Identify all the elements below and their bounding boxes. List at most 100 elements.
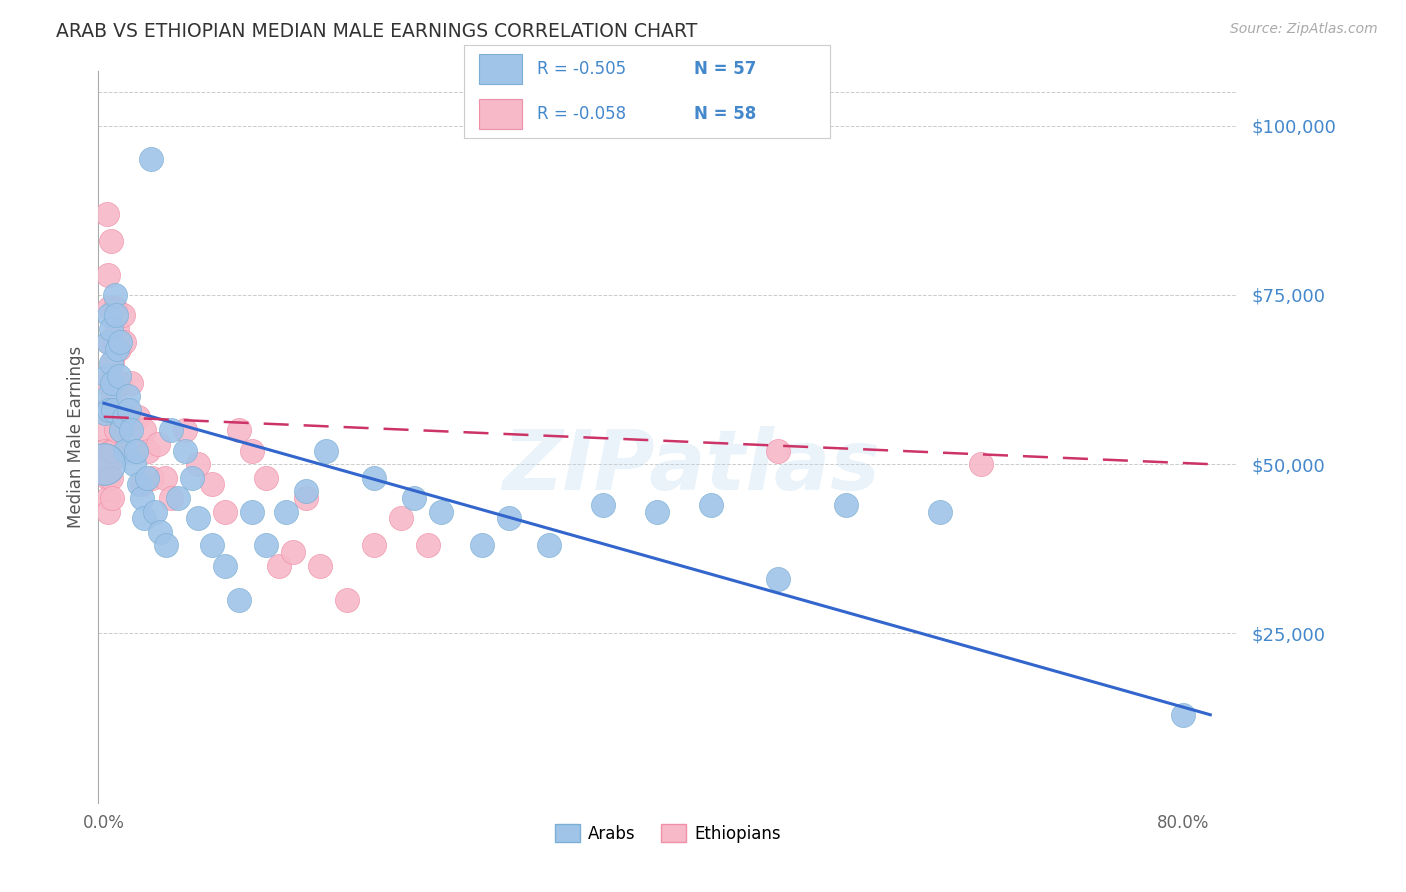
Point <box>295 484 318 499</box>
Point <box>96 369 118 384</box>
Point <box>336 592 359 607</box>
Point <box>101 491 124 505</box>
Point <box>104 403 127 417</box>
Point <box>101 376 124 390</box>
Point <box>111 308 134 322</box>
Text: Source: ZipAtlas.com: Source: ZipAtlas.com <box>1230 22 1378 37</box>
Point <box>98 301 121 316</box>
Text: R = -0.505: R = -0.505 <box>537 60 626 78</box>
Point <box>131 491 153 505</box>
Point <box>107 342 129 356</box>
Point <box>110 423 132 437</box>
Text: N = 58: N = 58 <box>695 105 756 123</box>
Point <box>139 153 162 167</box>
Point <box>107 369 129 384</box>
Point <box>149 524 172 539</box>
Point <box>134 511 156 525</box>
Point <box>100 234 122 248</box>
Text: ZIPatlas: ZIPatlas <box>502 425 880 507</box>
Y-axis label: Median Male Earnings: Median Male Earnings <box>66 346 84 528</box>
Point <box>127 409 149 424</box>
Point <box>201 477 224 491</box>
Point <box>315 443 337 458</box>
Point <box>173 423 195 437</box>
Point <box>363 471 385 485</box>
Legend: Arabs, Ethiopians: Arabs, Ethiopians <box>548 817 787 849</box>
Point <box>94 443 117 458</box>
Point <box>100 443 122 458</box>
Point <box>700 498 723 512</box>
Point <box>254 538 277 552</box>
Point <box>98 457 121 471</box>
Point <box>98 308 121 322</box>
Point <box>167 491 190 505</box>
Point <box>308 558 330 573</box>
Point <box>100 322 122 336</box>
Point <box>96 403 118 417</box>
Point <box>105 342 128 356</box>
Point <box>112 335 135 350</box>
Point <box>105 322 128 336</box>
Point <box>93 457 115 471</box>
Point <box>138 443 160 458</box>
Point <box>143 505 166 519</box>
Point <box>96 206 118 220</box>
Point <box>110 423 132 437</box>
Point <box>96 376 118 390</box>
Point <box>103 389 125 403</box>
Point <box>112 409 135 424</box>
Point <box>104 423 127 437</box>
Point <box>94 423 117 437</box>
Point <box>180 471 202 485</box>
Point <box>471 538 494 552</box>
Point <box>929 505 952 519</box>
Point <box>97 491 120 505</box>
Point <box>120 423 142 437</box>
Point <box>120 376 142 390</box>
Point <box>404 491 426 505</box>
Point <box>173 443 195 458</box>
Point <box>122 443 145 458</box>
Point <box>101 355 124 369</box>
Point <box>118 403 141 417</box>
Point <box>160 491 183 505</box>
Point <box>103 403 125 417</box>
Point <box>98 335 121 350</box>
Point <box>108 335 131 350</box>
Point <box>1173 707 1195 722</box>
Point <box>240 505 263 519</box>
Text: N = 57: N = 57 <box>695 60 756 78</box>
Point <box>94 406 117 420</box>
Point <box>97 471 120 485</box>
Text: R = -0.058: R = -0.058 <box>537 105 626 123</box>
Point <box>98 403 121 417</box>
Point <box>122 457 145 471</box>
Point <box>160 423 183 437</box>
Point <box>103 443 125 458</box>
Point <box>134 423 156 437</box>
Point <box>136 471 159 485</box>
Point <box>155 538 177 552</box>
Point <box>125 443 148 458</box>
Point <box>214 558 236 573</box>
Point <box>100 471 122 485</box>
Point <box>153 471 176 485</box>
Point <box>131 477 153 491</box>
Point <box>538 538 561 552</box>
Point <box>187 511 209 525</box>
Point <box>97 389 120 403</box>
Point <box>114 409 136 424</box>
Point <box>201 538 224 552</box>
Point <box>970 457 993 471</box>
Point <box>141 471 163 485</box>
Point <box>97 335 120 350</box>
Point <box>274 505 297 519</box>
Point <box>187 457 209 471</box>
Point <box>269 558 291 573</box>
Point <box>240 443 263 458</box>
Point <box>214 505 236 519</box>
Point <box>128 477 150 491</box>
Point <box>100 355 122 369</box>
Point <box>228 423 250 437</box>
Point <box>295 491 318 505</box>
